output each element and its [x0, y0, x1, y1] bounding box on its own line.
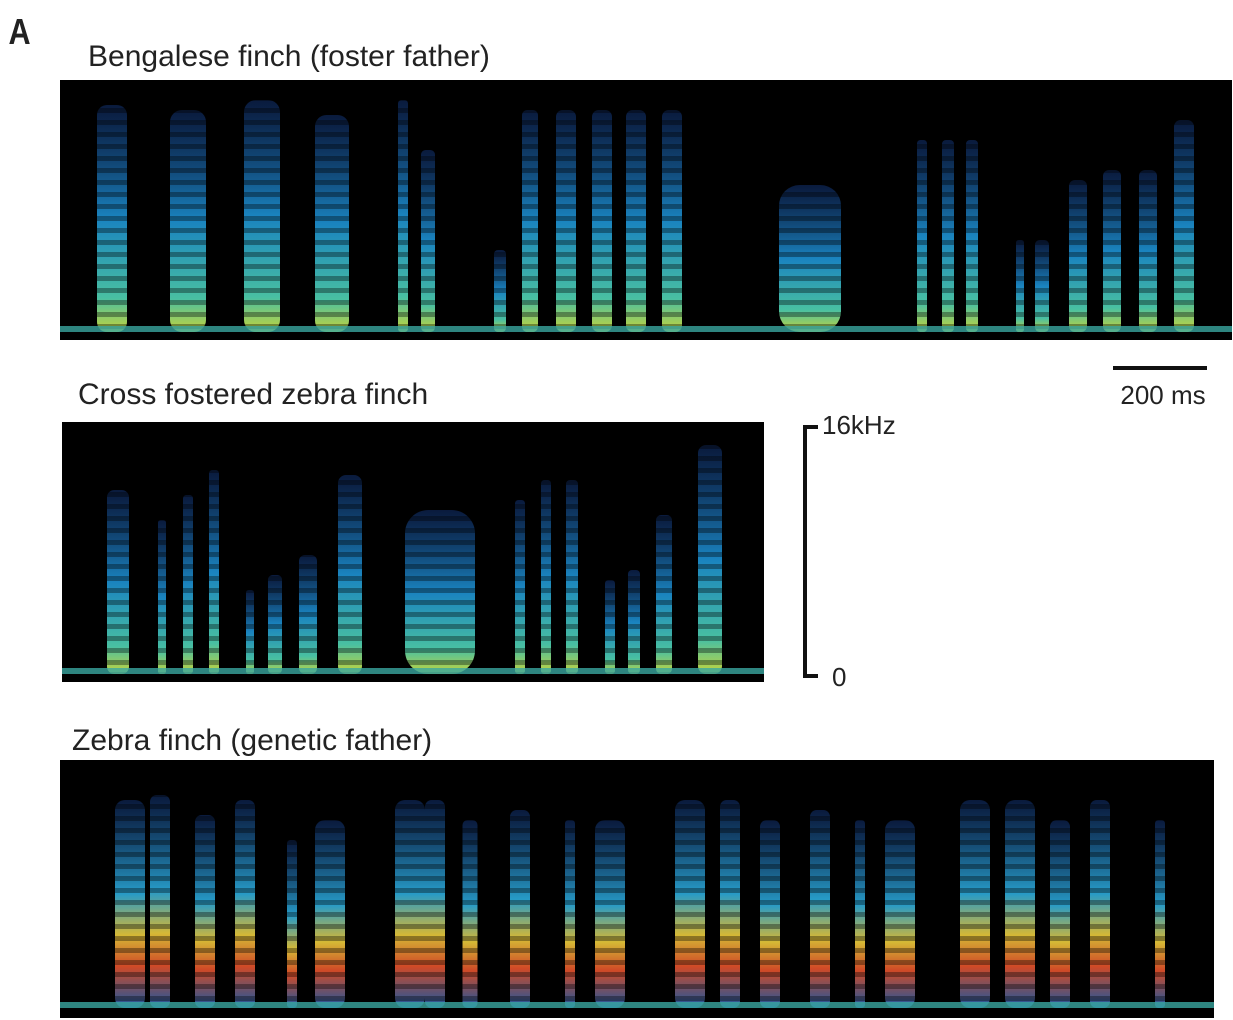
syllable	[855, 820, 865, 1008]
syllable	[917, 140, 927, 332]
syllable	[1050, 820, 1070, 1008]
syllable	[1090, 800, 1110, 1008]
syllable	[150, 795, 170, 1008]
syllable	[656, 515, 672, 674]
syllables	[60, 100, 1232, 332]
syllable	[595, 820, 625, 1008]
syllable	[107, 490, 129, 674]
syllable	[1155, 820, 1165, 1008]
syllable	[244, 100, 280, 332]
syllable	[885, 820, 915, 1008]
syllable	[720, 800, 740, 1008]
syllable	[565, 820, 575, 1008]
syllable	[566, 480, 578, 674]
frequency-scale-bar	[803, 425, 818, 678]
syllable	[810, 810, 830, 1008]
syllable	[1139, 170, 1157, 332]
noise-floor	[60, 326, 1232, 332]
syllable	[942, 140, 954, 332]
syllable	[183, 495, 193, 674]
syllable	[662, 110, 682, 332]
syllable	[158, 520, 166, 674]
syllable	[115, 800, 145, 1008]
syllable	[170, 110, 206, 332]
syllable	[626, 110, 646, 332]
syllable	[338, 475, 362, 674]
syllable	[209, 470, 219, 674]
frequency-top-label: 16kHz	[822, 410, 896, 440]
spectrogram-title: Cross fostered zebra finch	[78, 378, 428, 411]
syllable	[246, 590, 254, 674]
syllable	[425, 800, 445, 1008]
syllable	[1016, 240, 1024, 332]
syllable	[315, 820, 345, 1008]
panel-label: A	[9, 13, 31, 53]
syllable	[494, 250, 506, 332]
syllable	[960, 800, 990, 1008]
syllable	[1069, 180, 1087, 332]
syllable	[315, 115, 349, 332]
syllable	[1103, 170, 1121, 332]
syllable	[462, 820, 478, 1008]
syllable	[287, 840, 297, 1008]
syllable	[541, 480, 551, 674]
syllable	[522, 110, 538, 332]
syllable	[1174, 120, 1194, 332]
time-scale-label: 200 ms	[1120, 380, 1205, 410]
syllable	[268, 575, 282, 674]
frequency-bottom-label: 0	[832, 662, 846, 692]
syllable	[605, 580, 615, 674]
syllable	[592, 110, 612, 332]
syllable	[398, 100, 408, 332]
noise-floor	[62, 668, 764, 674]
syllable	[235, 800, 255, 1008]
syllable	[1005, 800, 1035, 1008]
syllables	[60, 795, 1214, 1008]
syllable	[97, 105, 127, 332]
syllable	[760, 820, 780, 1008]
noise-floor	[60, 1002, 1214, 1008]
syllable	[299, 555, 317, 674]
syllable	[515, 500, 525, 674]
syllable	[510, 810, 530, 1008]
syllable	[779, 185, 841, 332]
syllable	[395, 800, 425, 1008]
syllable	[966, 140, 978, 332]
spectrogram	[60, 760, 1214, 1018]
syllable	[698, 445, 722, 674]
syllable	[421, 150, 435, 332]
syllable	[675, 800, 705, 1008]
syllable	[195, 815, 215, 1008]
spectrogram-title: Bengalese finch (foster father)	[88, 40, 490, 73]
syllable	[628, 570, 640, 674]
syllable	[1035, 240, 1049, 332]
syllables	[62, 445, 764, 674]
syllable	[556, 110, 576, 332]
spectrogram-title: Zebra finch (genetic father)	[72, 724, 432, 757]
syllable	[405, 510, 475, 674]
